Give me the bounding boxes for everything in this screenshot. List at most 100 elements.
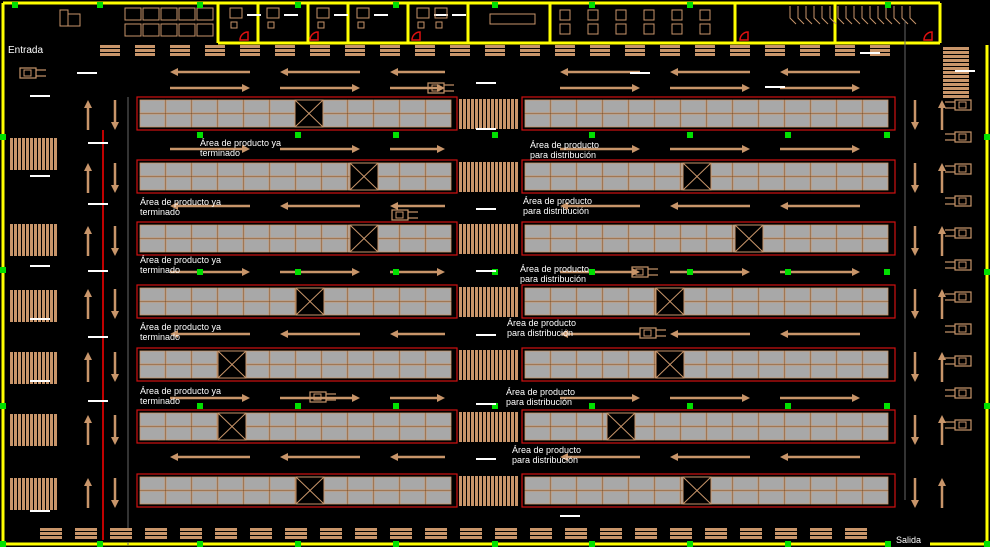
pallet-slat [390, 528, 412, 531]
pallet-slat [479, 99, 482, 129]
rack-bay [784, 301, 811, 316]
white-dash [77, 72, 97, 74]
pallet-slat [479, 224, 482, 254]
rack-bay [425, 301, 452, 316]
rack-bay [425, 412, 452, 427]
white-dash [30, 175, 50, 177]
rack-bay [628, 350, 655, 365]
pallet-slat [22, 352, 25, 384]
pallet-slat [943, 51, 969, 54]
rack-bay [654, 224, 681, 239]
rack-bay [836, 99, 863, 114]
rack-outline-distribution [521, 221, 896, 256]
pallet-slat [475, 162, 478, 192]
arrow-head [670, 68, 678, 76]
rack-outline-distribution [521, 347, 896, 382]
forklift-seat [313, 393, 322, 401]
rack-bay [758, 99, 785, 114]
pallet-slat [10, 414, 13, 446]
arrow-head [911, 122, 919, 130]
label-line: Área de producto [507, 318, 577, 328]
arrow-head [280, 453, 288, 461]
pallet-slat [26, 414, 29, 446]
pallet-slat [670, 528, 692, 531]
rack-bay [576, 99, 603, 114]
rack-bay [836, 490, 863, 505]
green-marker [197, 132, 203, 138]
arrow-head [670, 453, 678, 461]
pallet-slat [491, 287, 494, 317]
rack-bay [810, 99, 837, 114]
pallet-slat [520, 49, 540, 52]
pallet-slat [355, 528, 377, 531]
white-dash [476, 458, 496, 460]
rack-bay [217, 224, 244, 239]
rack-bay [680, 364, 707, 379]
green-marker [589, 269, 595, 275]
arrow-head [670, 330, 678, 338]
rack-bay [836, 224, 863, 239]
distribution-area-label: Área de producto para distribución [512, 445, 581, 465]
white-dash [860, 52, 880, 54]
pallet-slat [511, 287, 514, 317]
arrow-head [852, 394, 860, 402]
pallet-slat [30, 414, 33, 446]
pallet-slat [555, 53, 575, 56]
arrow-head [352, 268, 360, 276]
pallet-slat [42, 138, 45, 170]
rack-bay [373, 99, 400, 114]
rack-bay [628, 224, 655, 239]
label-line: terminado [200, 148, 241, 158]
pallet-slat [483, 99, 486, 129]
rack-bay [862, 301, 889, 316]
pallet-slat [75, 536, 97, 539]
green-marker [589, 403, 595, 409]
pallet-slat [26, 290, 29, 322]
rack-bay [732, 176, 759, 191]
pallet-slat [495, 99, 498, 129]
pallet-slat [487, 99, 490, 129]
arrow-head [352, 394, 360, 402]
pallet-slat [775, 536, 797, 539]
forklift-seat [958, 101, 967, 109]
rack-bay [321, 412, 348, 427]
rack-bay [550, 99, 577, 114]
arrow-head [780, 202, 788, 210]
arrow-head [560, 330, 568, 338]
rack-bay [550, 490, 577, 505]
pallet-slat [34, 138, 37, 170]
pallet-slat [660, 53, 680, 56]
table-set [699, 23, 711, 35]
pallet-slat [943, 59, 969, 62]
pallet-slat [30, 352, 33, 384]
arrow-head [437, 268, 445, 276]
rack-bay [758, 113, 785, 128]
green-marker [984, 403, 990, 409]
pallet-slat [463, 99, 466, 129]
white-dash [30, 380, 50, 382]
arrow-head [111, 185, 119, 193]
rack-bay [373, 350, 400, 365]
pallet-slat [635, 528, 657, 531]
rack-bay [836, 301, 863, 316]
pallet-slat [730, 45, 750, 48]
rack-bay [295, 412, 322, 427]
pallet-slat [34, 224, 37, 256]
pallet-slat [503, 162, 506, 192]
green-marker [687, 2, 693, 8]
shelf [196, 23, 214, 37]
toilet-stall [829, 6, 837, 25]
pallet-slat [555, 49, 575, 52]
rack-bay [862, 350, 889, 365]
shelf [142, 23, 160, 37]
forklift-seat [958, 421, 967, 429]
rack-bay [784, 426, 811, 441]
arrow-head [352, 84, 360, 92]
rack-bay [295, 364, 322, 379]
rack-bay [602, 162, 629, 177]
forklift-body [954, 195, 972, 207]
rack-bay [347, 99, 374, 114]
green-marker [97, 2, 103, 8]
pallet-slat [495, 162, 498, 192]
pallet-slat [475, 99, 478, 129]
